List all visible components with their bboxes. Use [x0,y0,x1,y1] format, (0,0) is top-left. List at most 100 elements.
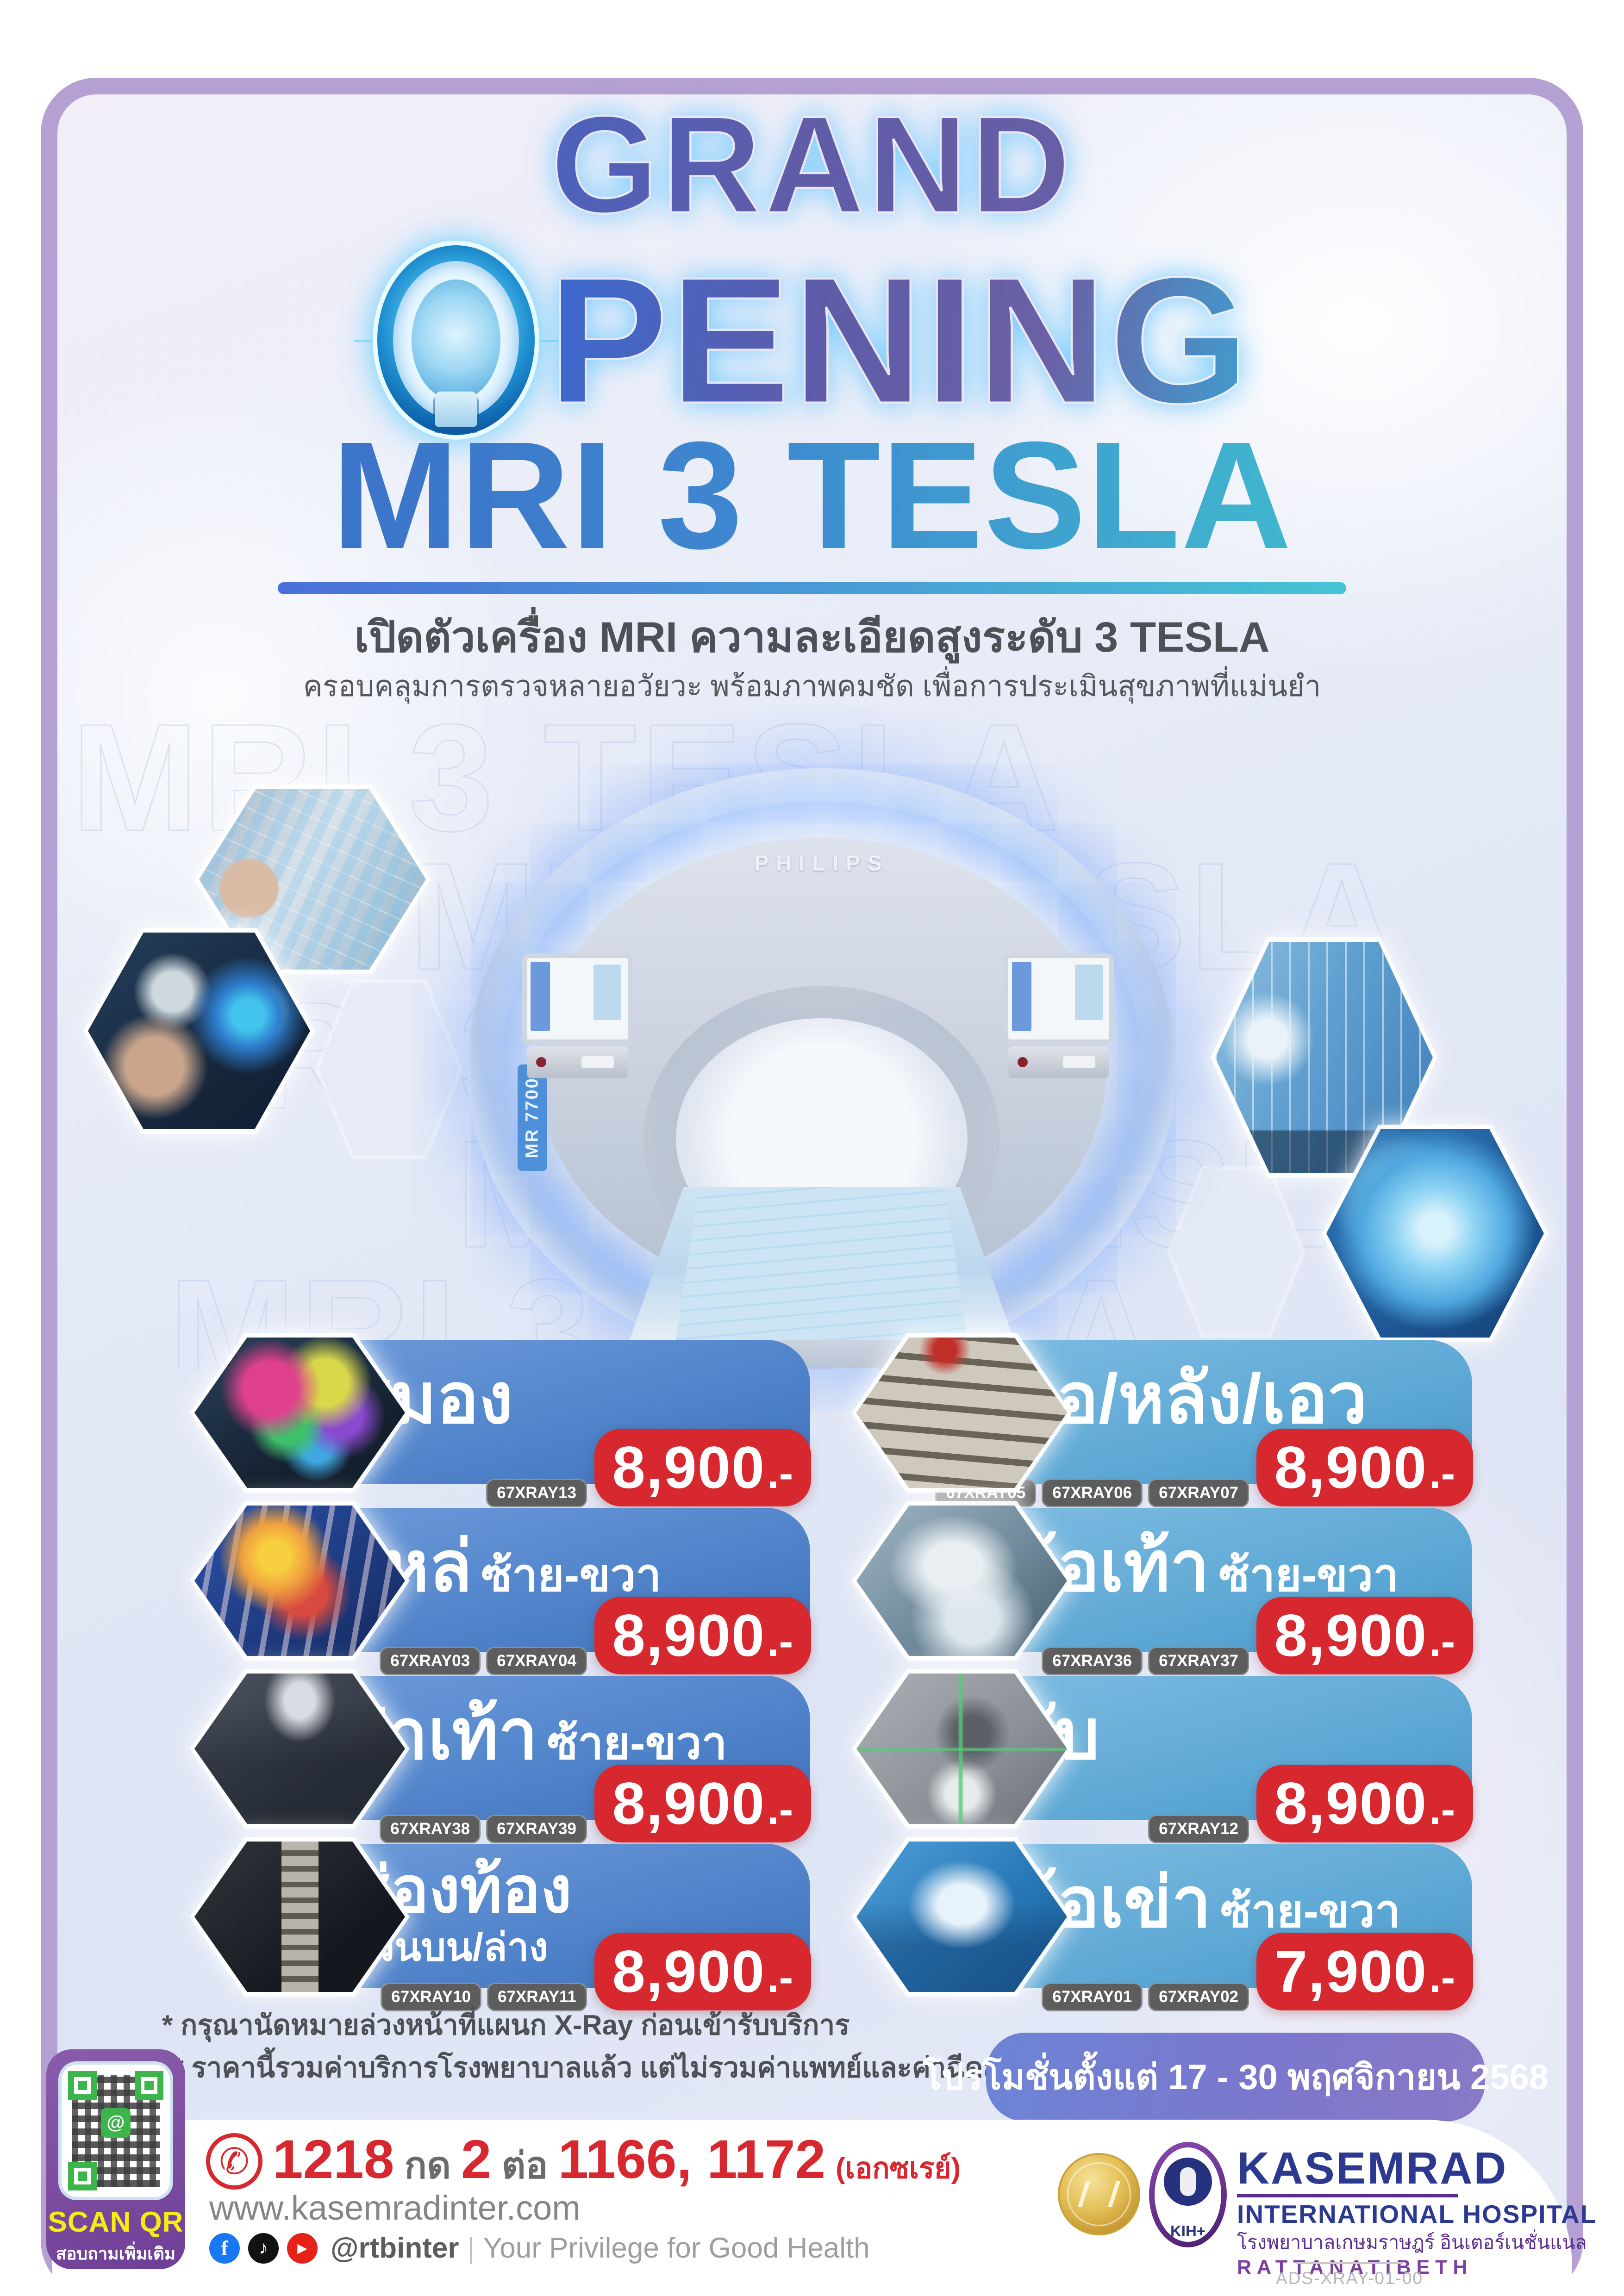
title-opening-text: PENING [547,239,1251,441]
exam-sublabel: ซ้าย-ขวา [1220,1885,1401,1936]
price-badge: 8,900 .- [594,1933,811,2010]
qr-finder-icon [68,2162,97,2190]
promo-codes: 67XRAY38 67XRAY39 [380,1815,587,1843]
price-card-shoulder: ไหล่ ซ้าย-ขวา 8,900 .- 67XRAY03 67XRAY04 [190,1501,815,1730]
note-appointment: * กรุณานัดหมายล่วงหน้าที่แผนก X-Ray ก่อน… [162,2010,850,2041]
promo-codes: 67XRAY01 67XRAY02 [1042,1983,1249,2011]
hospital-thai-name: โรงพยาบาลเกษมราษฎร์ อินเตอร์เนชั่นแนล [1237,2231,1587,2253]
promo-codes: 67XRAY12 [1148,1815,1249,1843]
shoulder-joint-image [194,1506,405,1656]
knee-mri-image [856,1842,1067,1992]
divider [1296,2262,1403,2264]
promo-codes: 67XRAY10 67XRAY11 [381,1983,587,2011]
kih-hospital-logo: KIH+ [1149,2142,1227,2247]
promo-codes: 67XRAY03 67XRAY04 [380,1647,587,1675]
phone-contact: ✆ 1218 กด 2 ต่อ 1166, 1172 (เอกซเรย์) [206,2128,961,2195]
philips-brand-label: PHILIPS [754,851,889,875]
phone-word-ext: ต่อ [501,2145,548,2186]
price-badge: 8,900 .- [594,1597,811,1674]
phone-number-main[interactable]: 1218 [273,2129,394,2190]
exam-label: ช่องท้อง [347,1854,572,1926]
mri-scanner-icon [354,241,558,440]
title-opening: PENING [0,241,1624,440]
social-tagline: Your Privilege for Good Health [483,2232,870,2264]
exam-sublabel: ซ้าย-ขวา [1218,1549,1399,1600]
liver-ct-image [856,1674,1067,1824]
promo-codes: 67XRAY36 67XRAY37 [1042,1647,1249,1675]
promo-period-badge: โปรโมชั่นตั้งแต่ 17 - 30 พฤศจิกายน 2568 [923,2033,1549,2122]
facebook-icon[interactable]: f [209,2233,240,2264]
price-card-neck-back-waist: คอ/หลัง/เอว 8,900 .- 67XRAY05 67XRAY06 67… [852,1333,1477,1562]
price-badge: 8,900 .- [594,1765,811,1842]
price-badge: 8,900 .- [1256,1597,1473,1674]
price-card-foot-sole: ฝ่าเท้า ซ้าย-ขวา 8,900 .- 67XRAY38 67XRAY3… [190,1669,815,1898]
price-card-brain: สมอง 8,900 .- 67XRAY13 [190,1333,815,1562]
code-chip: 67XRAY39 [486,1815,587,1843]
hex-photo-doctor [83,928,315,1134]
mr-7700-model-label: MR 7700 [518,1064,547,1171]
brain-mri-image [194,1338,405,1488]
code-chip: 67XRAY38 [380,1815,481,1843]
code-chip: 67XRAY11 [487,1983,587,2011]
kih-logo-text: KIH+ [1170,2222,1206,2240]
hospital-lockup: KASEMRAD INTERNATIONAL HOSPITAL โรงพยาบา… [1237,2146,1597,2277]
social-handle[interactable]: @rtbinter [331,2232,459,2264]
patient-bed [630,1187,1014,1340]
phone-extensions: 1166, 1172 [558,2129,826,2190]
hospital-branch: RATTANATIBETH [1237,2256,1473,2278]
code-chip: 67XRAY07 [1148,1479,1249,1507]
exam-sublabel: ซ้าย-ขวา [547,1717,727,1768]
scan-qr-ribbon: @ SCAN QR สอบถามเพิ่มเติม [46,2049,185,2269]
hex-photo-brain [1322,1125,1549,1342]
phone-word-press: กด [404,2145,451,2186]
code-chip: 67XRAY04 [486,1647,587,1675]
code-chip: 67XRAY01 [1042,1983,1143,2011]
price-card-ankle: ข้อเท้า ซ้าย-ขวา 8,900 .- 67XRAY36 67XRAY3… [852,1501,1477,1730]
qr-finder-icon [68,2071,97,2100]
price-badge: 7,900 .- [1256,1933,1473,2010]
exam-sublabel: ซ้าย-ขวา [481,1549,662,1600]
code-chip: 67XRAY02 [1148,1983,1249,2011]
divider [1237,2194,1458,2197]
note-pricing: ** ราคานี้รวมค่าบริการโรงพยาบาลแล้ว แต่ไ… [162,2052,1115,2083]
subtitle-line-2: ครอบคลุมการตรวจหลายอวัยวะ พร้อมภาพคมชัด … [303,670,1321,703]
price-card-liver: ตับ 8,900.- 67XRAY12 [852,1669,1477,1898]
phone-digit: 2 [461,2129,492,2190]
jci-gold-seal-icon [1058,2153,1140,2235]
promo-codes: 67XRAY13 [486,1479,587,1507]
title-underline [278,582,1346,594]
title-grand: GRAND [0,94,1624,235]
spine-xray-image [856,1338,1067,1488]
mri-machine-photo: PHILIPS MR 7700 [468,768,1176,1368]
foot-mri-image [194,1674,405,1824]
title-mri-3-tesla: MRI 3 TESLA [0,419,1624,572]
hospital-type: INTERNATIONAL HOSPITAL [1237,2200,1597,2228]
price-badge: 8,900 .- [1256,1765,1473,1842]
phone-icon: ✆ [206,2133,262,2190]
price-badge: 8,900 .- [594,1429,811,1506]
elephant-emblem-icon [1164,2158,1212,2206]
code-chip: 67XRAY37 [1148,1647,1249,1675]
divider: | [467,2232,475,2264]
code-chip: 67XRAY12 [1148,1815,1249,1843]
abdomen-mri-image [194,1842,405,1992]
qr-finder-icon [135,2071,163,2100]
subtitle-line-1: เปิดตัวเครื่อง MRI ความละเอียดสูงระดับ 3… [354,614,1270,661]
exam-label: คอ/หลัง/เอว [1009,1359,1368,1438]
price-badge: 8,900 .- [1256,1429,1473,1506]
social-row: f ♪ ▶ @rtbinter | Your Privilege for Goo… [209,2232,870,2265]
website-link[interactable]: www.kasemradinter.com [209,2189,581,2227]
document-code: ADS-XRAY-01-00 [1276,2269,1423,2288]
control-monitor-right [1004,953,1114,1083]
glowing-brain-image [1326,1129,1544,1338]
qr-code[interactable]: @ [58,2061,173,2200]
tiktok-icon[interactable]: ♪ [248,2233,279,2264]
footer-bar [52,2120,1572,2296]
phone-department: (เอกซเรย์) [836,2153,961,2184]
price-card-knee: ข้อเข่า ซ้าย-ขวา 7,900 .- 67XRAY01 67XRAY0… [852,1837,1477,2066]
line-at-icon: @ [101,2108,131,2138]
code-chip: 67XRAY06 [1042,1479,1143,1507]
youtube-icon[interactable]: ▶ [287,2233,318,2264]
ankle-xray-image [856,1506,1067,1656]
